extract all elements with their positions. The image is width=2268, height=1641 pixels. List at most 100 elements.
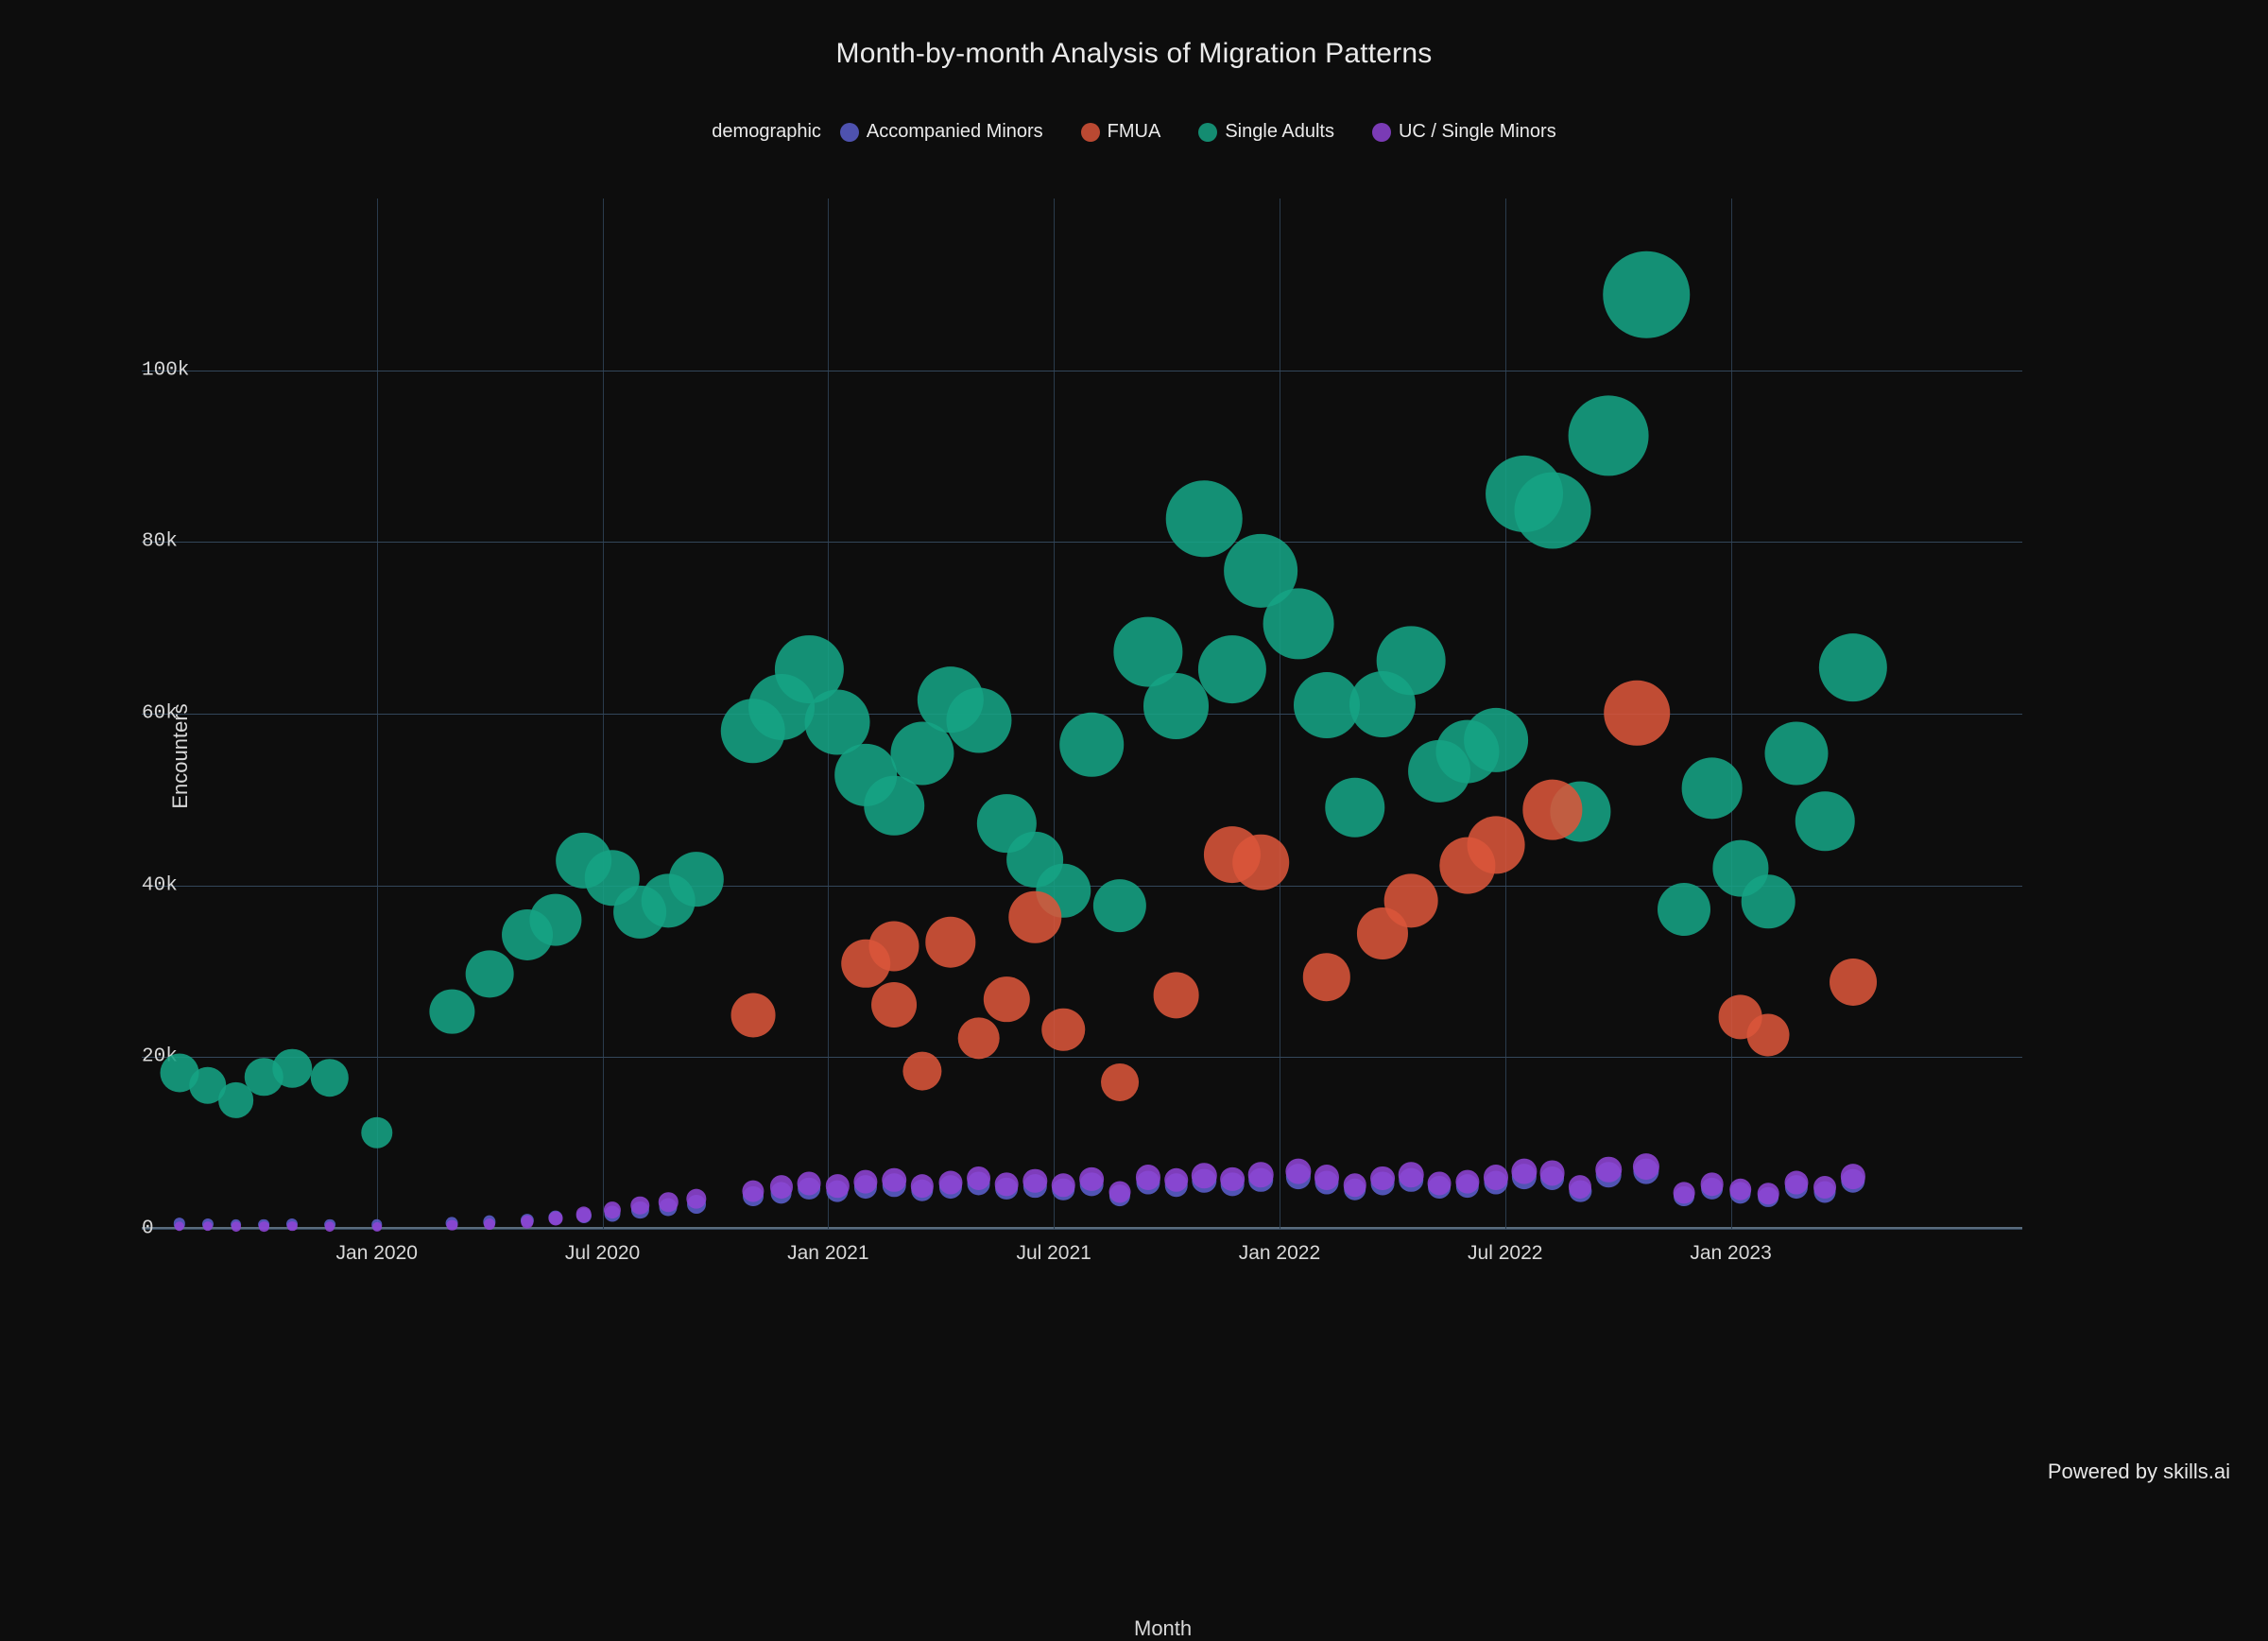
bubble-single-adults-42[interactable] bbox=[1464, 708, 1528, 772]
bubble-uc-single-minors-6[interactable] bbox=[372, 1222, 382, 1232]
bubble-uc-single-minors-4[interactable] bbox=[287, 1221, 297, 1231]
bubble-fmua-4[interactable] bbox=[902, 1051, 941, 1090]
bubble-fmua-11[interactable] bbox=[1153, 973, 1199, 1019]
x-tick-label-4: Jan 2022 bbox=[1239, 1242, 1320, 1265]
bubble-fmua-10[interactable] bbox=[1101, 1063, 1139, 1101]
bubble-single-adults-54[interactable] bbox=[1819, 633, 1887, 701]
bubble-uc-single-minors-23[interactable] bbox=[938, 1170, 962, 1194]
legend-swatch-fmua bbox=[1081, 123, 1100, 142]
bubble-single-adults-52[interactable] bbox=[1765, 721, 1829, 785]
bubble-uc-single-minors-30[interactable] bbox=[1136, 1165, 1160, 1189]
bubble-fmua-2[interactable] bbox=[868, 922, 919, 972]
bubble-uc-single-minors-37[interactable] bbox=[1343, 1173, 1366, 1197]
bubble-uc-single-minors-42[interactable] bbox=[1484, 1165, 1508, 1189]
bubble-uc-single-minors-36[interactable] bbox=[1314, 1165, 1339, 1189]
x-tick-label-5: Jul 2022 bbox=[1468, 1242, 1542, 1265]
bubble-uc-single-minors-31[interactable] bbox=[1164, 1167, 1189, 1192]
legend-label-fmua: FMUA bbox=[1108, 121, 1161, 143]
bubble-uc-single-minors-33[interactable] bbox=[1220, 1166, 1245, 1191]
bubble-single-adults-28[interactable] bbox=[1059, 713, 1124, 777]
bubble-single-adults-48[interactable] bbox=[1658, 883, 1710, 936]
bubble-single-adults-15[interactable] bbox=[669, 852, 724, 907]
bubble-uc-single-minors-27[interactable] bbox=[1052, 1173, 1075, 1197]
bubble-single-adults-44[interactable] bbox=[1514, 472, 1590, 548]
bubble-uc-single-minors-52[interactable] bbox=[1785, 1170, 1809, 1194]
legend-label-accompanied-minors: Accompanied Minors bbox=[867, 121, 1043, 143]
bubble-uc-single-minors-25[interactable] bbox=[995, 1172, 1019, 1196]
bubble-uc-single-minors-2[interactable] bbox=[231, 1222, 240, 1232]
chart-title: Month-by-month Analysis of Migration Pat… bbox=[0, 38, 2268, 70]
x-tick-label-6: Jan 2023 bbox=[1690, 1242, 1771, 1265]
bubble-uc-single-minors-34[interactable] bbox=[1248, 1162, 1274, 1187]
legend-item-0[interactable]: Accompanied Minors bbox=[840, 121, 1043, 143]
bubble-single-adults-51[interactable] bbox=[1742, 875, 1796, 929]
bubble-uc-single-minors-21[interactable] bbox=[882, 1167, 906, 1192]
bubble-single-adults-6[interactable] bbox=[361, 1117, 392, 1149]
bubble-uc-single-minors-10[interactable] bbox=[548, 1212, 562, 1226]
bubble-uc-single-minors-44[interactable] bbox=[1539, 1161, 1565, 1186]
bubble-fmua-20[interactable] bbox=[1604, 680, 1670, 746]
bubble-single-adults-47[interactable] bbox=[1603, 251, 1690, 338]
bubble-uc-single-minors-18[interactable] bbox=[798, 1171, 821, 1195]
bubble-fmua-5[interactable] bbox=[925, 917, 975, 967]
y-gridline-4 bbox=[142, 542, 2022, 543]
bubble-uc-single-minors-5[interactable] bbox=[325, 1222, 335, 1232]
bubble-single-adults-32[interactable] bbox=[1166, 481, 1243, 558]
x-axis-label: Month bbox=[1134, 1616, 1192, 1641]
bubble-uc-single-minors-38[interactable] bbox=[1370, 1166, 1395, 1190]
bubble-single-adults-49[interactable] bbox=[1681, 758, 1743, 820]
bubble-single-adults-46[interactable] bbox=[1569, 395, 1649, 475]
bubble-uc-single-minors-11[interactable] bbox=[576, 1206, 592, 1222]
chart-container: Month-by-month Analysis of Migration Pat… bbox=[0, 0, 2268, 1512]
bubble-uc-single-minors-39[interactable] bbox=[1399, 1162, 1424, 1187]
bubble-uc-single-minors-48[interactable] bbox=[1673, 1182, 1694, 1203]
bubble-single-adults-31[interactable] bbox=[1143, 673, 1210, 739]
bubble-uc-single-minors-3[interactable] bbox=[259, 1222, 268, 1232]
bubble-single-adults-10[interactable] bbox=[529, 893, 581, 945]
bubble-uc-single-minors-40[interactable] bbox=[1428, 1171, 1452, 1195]
legend-swatch-uc-single-minors bbox=[1372, 123, 1391, 142]
bubble-single-adults-35[interactable] bbox=[1263, 588, 1333, 659]
bubble-single-adults-7[interactable] bbox=[430, 990, 474, 1034]
x-tick-label-3: Jul 2021 bbox=[1016, 1242, 1091, 1265]
footer-text: Powered by skills.ai bbox=[2048, 1460, 2230, 1484]
bubble-uc-single-minors-28[interactable] bbox=[1079, 1166, 1104, 1191]
legend-item-1[interactable]: FMUA bbox=[1081, 121, 1161, 143]
bubble-uc-single-minors-29[interactable] bbox=[1108, 1181, 1130, 1202]
bubble-fmua-3[interactable] bbox=[871, 982, 917, 1028]
bubble-uc-single-minors-49[interactable] bbox=[1700, 1172, 1724, 1196]
bubble-uc-single-minors-1[interactable] bbox=[202, 1221, 212, 1231]
legend-swatch-single-adults bbox=[1198, 123, 1217, 142]
bubble-single-adults-39[interactable] bbox=[1377, 626, 1446, 695]
bubble-single-adults-24[interactable] bbox=[946, 688, 1011, 753]
bubble-fmua-9[interactable] bbox=[1041, 1009, 1084, 1051]
bubble-uc-single-minors-24[interactable] bbox=[967, 1166, 991, 1190]
legend-label-single-adults: Single Adults bbox=[1225, 121, 1334, 143]
bubble-uc-single-minors-53[interactable] bbox=[1813, 1176, 1836, 1199]
x-tick-label-2: Jan 2021 bbox=[787, 1242, 868, 1265]
bubble-single-adults-8[interactable] bbox=[466, 950, 514, 998]
bubble-fmua-19[interactable] bbox=[1522, 780, 1582, 839]
bubble-single-adults-33[interactable] bbox=[1198, 635, 1266, 703]
bubble-fmua-7[interactable] bbox=[984, 976, 1029, 1022]
bubble-fmua-13[interactable] bbox=[1232, 834, 1289, 890]
bubble-single-adults-29[interactable] bbox=[1093, 879, 1146, 932]
bubble-single-adults-53[interactable] bbox=[1796, 791, 1855, 851]
bubble-uc-single-minors-46[interactable] bbox=[1595, 1157, 1622, 1183]
bubble-fmua-6[interactable] bbox=[957, 1017, 1000, 1060]
bubble-single-adults-5[interactable] bbox=[311, 1059, 349, 1097]
bubble-fmua-18[interactable] bbox=[1467, 817, 1524, 874]
legend-item-2[interactable]: Single Adults bbox=[1198, 121, 1334, 143]
bubble-fmua-23[interactable] bbox=[1830, 959, 1877, 1006]
bubble-fmua-22[interactable] bbox=[1747, 1013, 1790, 1056]
bubble-fmua-14[interactable] bbox=[1303, 954, 1350, 1001]
bubble-single-adults-37[interactable] bbox=[1325, 777, 1384, 837]
bubble-fmua-0[interactable] bbox=[730, 993, 775, 1037]
legend-item-3[interactable]: UC / Single Minors bbox=[1372, 121, 1556, 143]
bubble-single-adults-4[interactable] bbox=[272, 1048, 311, 1087]
bubble-uc-single-minors-51[interactable] bbox=[1758, 1183, 1779, 1204]
bubble-fmua-16[interactable] bbox=[1384, 874, 1438, 928]
y-gridline-1 bbox=[142, 1057, 2022, 1058]
bubble-uc-single-minors-50[interactable] bbox=[1729, 1178, 1752, 1201]
bubble-single-adults-21[interactable] bbox=[864, 775, 924, 836]
